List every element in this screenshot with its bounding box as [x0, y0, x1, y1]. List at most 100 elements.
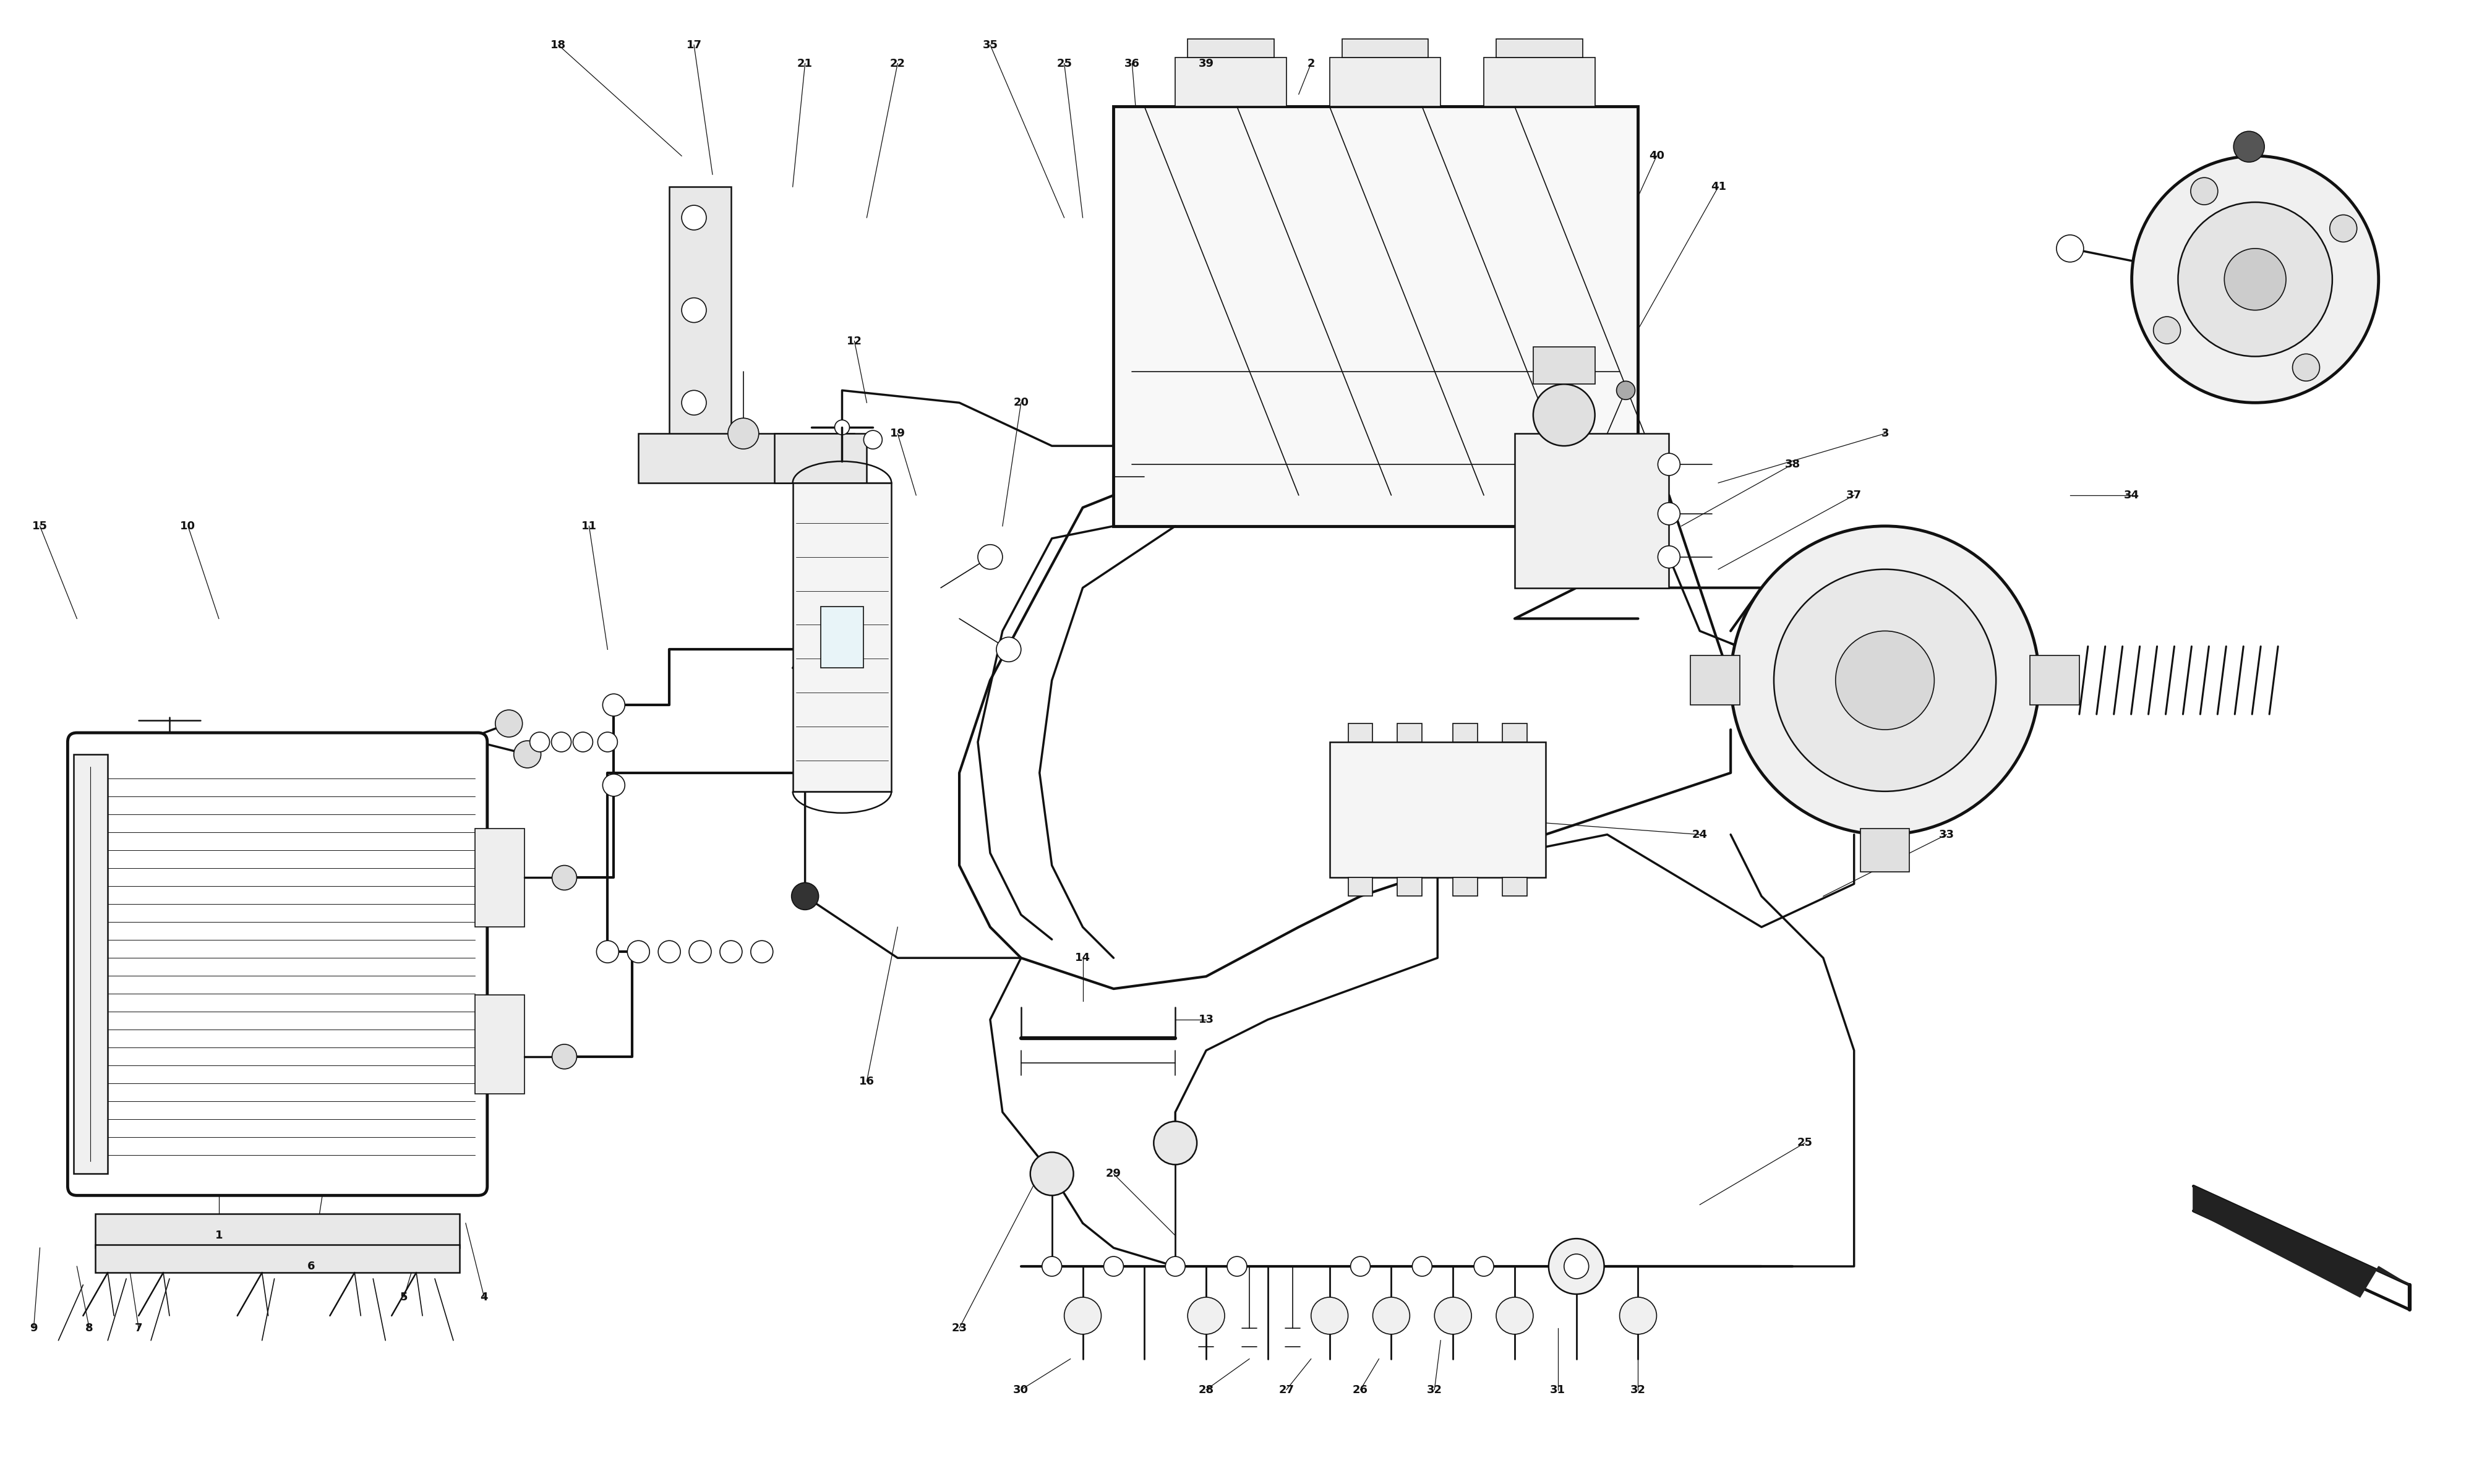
Bar [638, 433, 854, 482]
Circle shape [1029, 1152, 1074, 1196]
Circle shape [604, 695, 626, 717]
Text: 32: 32 [1630, 1385, 1645, 1395]
Circle shape [2234, 131, 2264, 162]
Text: 41: 41 [1710, 181, 1727, 193]
Text: 9: 9 [30, 1322, 37, 1334]
Circle shape [1413, 1257, 1432, 1276]
Circle shape [2133, 156, 2378, 402]
Circle shape [1351, 1257, 1371, 1276]
Bar [1497, 39, 1583, 58]
Bar [792, 482, 891, 791]
Circle shape [574, 732, 594, 752]
Circle shape [1435, 1297, 1472, 1334]
Bar [1502, 877, 1526, 896]
Circle shape [2152, 316, 2180, 344]
Text: 37: 37 [1846, 490, 1863, 500]
Circle shape [2331, 215, 2358, 242]
Text: 18: 18 [549, 40, 567, 50]
Circle shape [604, 775, 626, 797]
Circle shape [2293, 353, 2321, 381]
Text: 22: 22 [891, 58, 905, 68]
Bar [475, 828, 524, 927]
Circle shape [1064, 1297, 1101, 1334]
Text: 14: 14 [1076, 953, 1091, 963]
Text: 34: 34 [2125, 490, 2140, 500]
Circle shape [750, 941, 772, 963]
Text: 6: 6 [307, 1261, 314, 1272]
Circle shape [1373, 1297, 1410, 1334]
Text: 20: 20 [1014, 398, 1029, 408]
Bar [1452, 724, 1477, 742]
Bar [774, 433, 866, 482]
Bar [96, 1214, 460, 1248]
Text: 8: 8 [84, 1322, 94, 1334]
Circle shape [628, 941, 651, 963]
Text: 3: 3 [1880, 427, 1888, 439]
Bar [1452, 877, 1477, 896]
Text: 16: 16 [858, 1076, 873, 1086]
Circle shape [1658, 503, 1680, 525]
Circle shape [1616, 381, 1635, 399]
Circle shape [1774, 570, 1997, 791]
Text: 4: 4 [480, 1291, 487, 1303]
Text: 32: 32 [1427, 1385, 1442, 1395]
Circle shape [495, 709, 522, 738]
Circle shape [2224, 248, 2286, 310]
Circle shape [977, 545, 1002, 570]
Circle shape [997, 637, 1022, 662]
Bar [1329, 58, 1440, 107]
Text: 24: 24 [1692, 830, 1707, 840]
Bar [1502, 724, 1526, 742]
Text: 11: 11 [581, 521, 596, 531]
Text: 10: 10 [181, 521, 195, 531]
Circle shape [1534, 384, 1596, 445]
Text: 27: 27 [1279, 1385, 1294, 1395]
Bar [1860, 828, 1910, 871]
Bar [475, 994, 524, 1094]
Circle shape [552, 865, 576, 890]
Bar [1690, 656, 1739, 705]
Circle shape [683, 390, 705, 416]
Text: 25: 25 [1056, 58, 1071, 68]
Circle shape [1311, 1297, 1348, 1334]
Bar [1398, 724, 1423, 742]
Text: 2: 2 [1306, 58, 1314, 68]
Circle shape [720, 941, 742, 963]
Circle shape [1188, 1297, 1225, 1334]
Text: 33: 33 [1940, 830, 1954, 840]
Circle shape [1153, 1122, 1197, 1165]
Bar [2031, 656, 2078, 705]
Bar [821, 607, 863, 668]
Circle shape [1566, 1257, 1586, 1276]
Text: 23: 23 [952, 1322, 967, 1334]
Text: 28: 28 [1197, 1385, 1215, 1395]
Text: 31: 31 [1551, 1385, 1566, 1395]
Text: 39: 39 [1197, 58, 1215, 68]
Circle shape [2056, 234, 2083, 263]
Circle shape [552, 1045, 576, 1068]
Circle shape [596, 941, 618, 963]
Circle shape [658, 941, 680, 963]
Circle shape [1658, 453, 1680, 475]
Circle shape [552, 732, 571, 752]
Bar [1534, 347, 1596, 384]
Text: 40: 40 [1648, 150, 1665, 162]
Circle shape [792, 883, 819, 910]
Circle shape [1497, 1297, 1534, 1334]
Bar [1348, 724, 1373, 742]
Bar [1175, 58, 1286, 107]
Circle shape [1836, 631, 1935, 730]
Circle shape [863, 430, 883, 450]
Circle shape [1732, 527, 2039, 834]
Bar [1348, 877, 1373, 896]
Text: 1: 1 [215, 1230, 223, 1241]
Circle shape [1475, 1257, 1494, 1276]
Text: 36: 36 [1123, 58, 1141, 68]
Bar [1113, 107, 1638, 527]
Circle shape [690, 941, 710, 963]
Text: 25: 25 [1796, 1137, 1813, 1149]
Text: 12: 12 [846, 335, 861, 347]
Circle shape [2189, 178, 2217, 205]
Circle shape [683, 298, 705, 322]
Circle shape [1658, 546, 1680, 568]
